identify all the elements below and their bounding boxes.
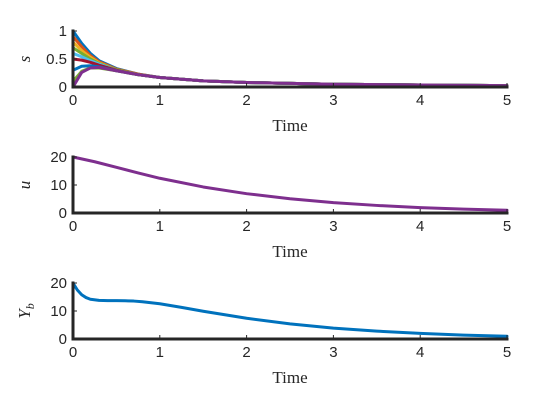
axes-lines [71, 29, 509, 89]
y-tick-label: 20 [50, 149, 67, 166]
series-line-9 [71, 65, 509, 89]
y-axis-label: s [15, 55, 34, 62]
x-tick-label: 1 [156, 92, 164, 109]
y-tick-label: 10 [50, 177, 67, 194]
x-tick-label: 5 [503, 92, 511, 109]
x-tick-label: 2 [242, 92, 250, 109]
x-tick-label: 1 [156, 344, 164, 361]
subplot-2: 0 1 2 3 4 5 0 10 20 Time u [15, 149, 511, 261]
axes-lines [71, 281, 509, 341]
y-tick-label: 20 [50, 275, 67, 292]
subplot-1: 0 1 2 3 4 5 0 0.5 1 Time s [15, 23, 511, 135]
x-tick-label: 2 [242, 344, 250, 361]
x-tick-label: 4 [416, 344, 424, 361]
subplot-3: 0 1 2 3 4 5 0 10 20 Time Yb [15, 275, 511, 387]
x-tick-label: 1 [156, 218, 164, 235]
y-axis-label: u [15, 181, 34, 190]
x-axis-label: Time [272, 368, 307, 387]
x-tick-label: 3 [329, 344, 337, 361]
x-axis-label: Time [272, 242, 307, 261]
y-tick-label: 0.5 [46, 51, 67, 68]
x-tick-label: 3 [329, 92, 337, 109]
y-axis-label-subscript: b [23, 303, 37, 309]
y-axis-label: Yb [15, 303, 37, 318]
series-line-1 [71, 29, 509, 88]
series-line-3 [71, 40, 509, 88]
series-line-4 [71, 46, 509, 88]
x-tick-label: 5 [503, 344, 511, 361]
series-line-5 [71, 51, 509, 88]
y-tick-label: 1 [59, 23, 67, 40]
x-tick-label: 4 [416, 218, 424, 235]
y-tick-label: 0 [59, 205, 67, 222]
series-line-6 [71, 57, 509, 88]
y-tick-label: 0 [59, 79, 67, 96]
axes-lines [71, 155, 509, 215]
series-line-1 [71, 155, 509, 212]
series-line-2 [71, 35, 509, 88]
y-tick-label: 0 [59, 331, 67, 348]
x-axis-label: Time [272, 116, 307, 135]
x-tick-label: 2 [242, 218, 250, 235]
series-line-1 [71, 281, 509, 338]
x-tick-label: 4 [416, 92, 424, 109]
y-tick-label: 10 [50, 303, 67, 320]
x-tick-label: 0 [69, 218, 77, 235]
x-tick-label: 5 [503, 218, 511, 235]
x-tick-label: 0 [69, 344, 77, 361]
x-tick-label: 3 [329, 218, 337, 235]
x-tick-label: 0 [69, 92, 77, 109]
